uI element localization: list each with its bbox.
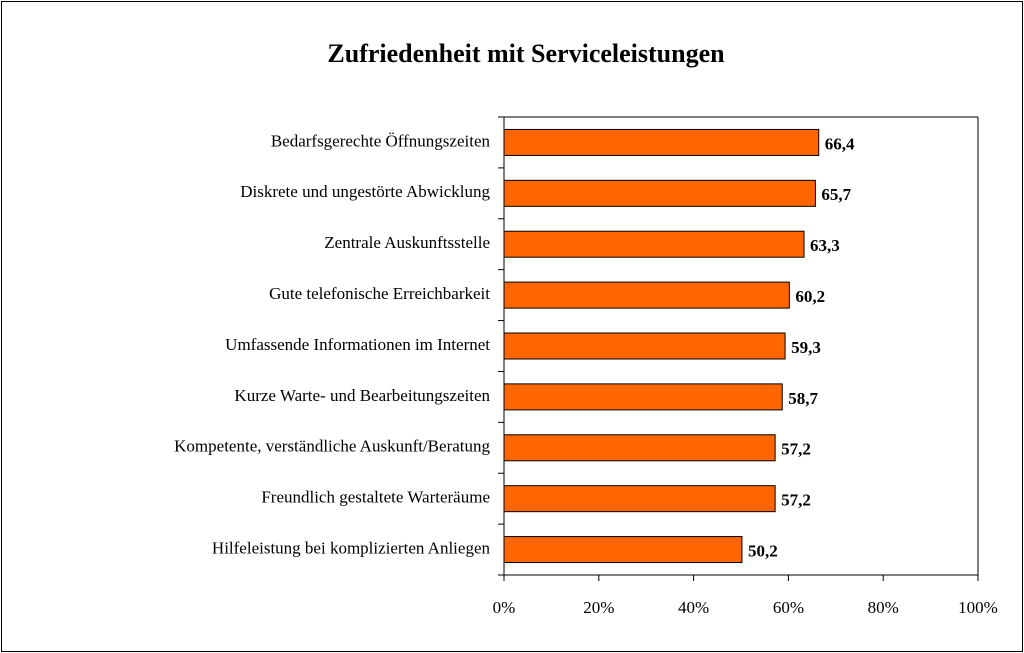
value-label: 50,2 <box>748 541 778 560</box>
bar <box>503 230 805 258</box>
bar <box>503 536 743 564</box>
y-tick-label: Freundlich gestaltete Warteräume <box>261 488 490 507</box>
x-tick-label: 0% <box>493 598 516 617</box>
x-tick-label: 80% <box>868 598 899 617</box>
bar <box>503 485 776 513</box>
value-label: 66,4 <box>825 134 855 153</box>
value-label: 63,3 <box>810 236 840 255</box>
value-label: 58,7 <box>788 389 818 408</box>
x-tick-label: 60% <box>773 598 804 617</box>
bar <box>503 179 816 207</box>
y-tick-label: Umfassende Informationen im Internet <box>225 335 490 354</box>
y-tick-label: Gute telefonische Erreichbarkeit <box>269 284 490 303</box>
x-tick-label: 100% <box>958 598 998 617</box>
bar <box>503 332 786 360</box>
y-tick-label: Kompetente, verständliche Auskunft/Berat… <box>174 437 490 456</box>
bar <box>503 128 820 156</box>
chart-title: Zufriedenheit mit Serviceleistungen <box>327 39 725 68</box>
bar <box>503 281 790 309</box>
value-label: 60,2 <box>795 287 825 306</box>
value-label: 59,3 <box>791 338 821 357</box>
bar <box>503 434 776 462</box>
x-tick-label: 20% <box>583 598 614 617</box>
value-label: 57,2 <box>781 440 811 459</box>
y-tick-label: Hilfeleistung bei komplizierten Anliegen <box>212 538 491 557</box>
bar <box>503 383 783 411</box>
y-tick-label: Bedarfsgerechte Öffnungszeiten <box>271 131 491 150</box>
value-label: 57,2 <box>781 491 811 510</box>
y-tick-label: Kurze Warte- und Bearbeitungszeiten <box>234 386 490 405</box>
y-tick-label: Zentrale Auskunftsstelle <box>324 233 490 252</box>
value-label: 65,7 <box>821 185 851 204</box>
y-tick-label: Diskrete und ungestörte Abwicklung <box>240 182 490 201</box>
x-tick-label: 40% <box>678 598 709 617</box>
